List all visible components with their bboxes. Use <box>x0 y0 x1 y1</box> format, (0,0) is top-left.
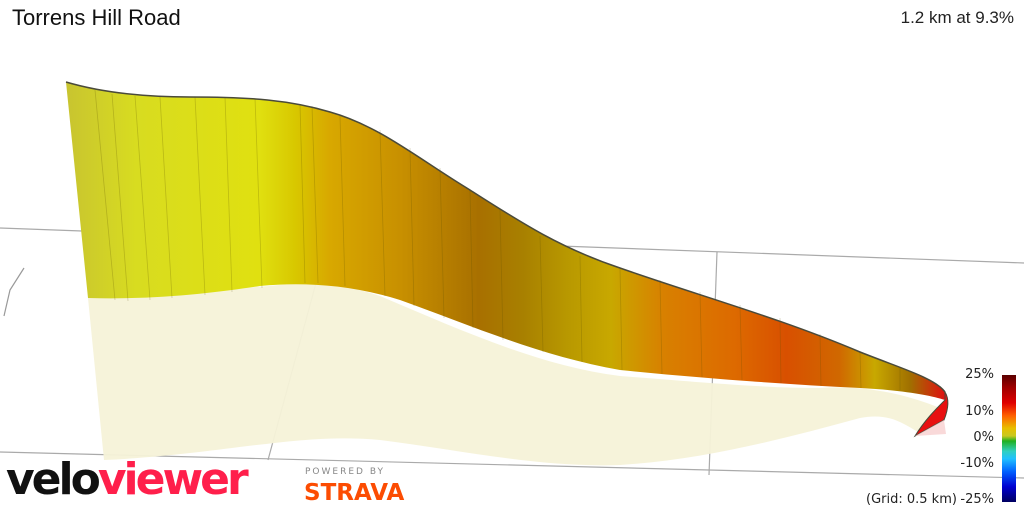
segment-title: Torrens Hill Road <box>12 5 181 30</box>
legend-label-minus10: -10% <box>960 456 994 471</box>
logo-velo-text: velo <box>6 454 101 505</box>
legend-label-0: 0% <box>973 430 994 445</box>
veloviewer-logo[interactable]: veloviewer <box>6 452 249 508</box>
legend-label-25: 25% <box>965 367 994 382</box>
gradient-profile-wall[interactable] <box>66 82 945 400</box>
grid-scale-note: (Grid: 0.5 km) <box>866 492 957 507</box>
legend-label-minus25: -25% <box>960 492 994 507</box>
gradient-color-scale <box>1002 375 1016 502</box>
segment-dividers <box>94 89 901 390</box>
profile-top-edge <box>65 81 946 393</box>
profile-floor-shadow <box>88 283 940 466</box>
segment-summary: 1.2 km at 9.3% <box>900 8 1014 27</box>
legend-label-10: 10% <box>965 404 994 419</box>
logo-viewer-text: viewer <box>97 454 249 505</box>
strava-logo[interactable]: STRAVA <box>304 480 405 506</box>
powered-by-label: POWERED BY <box>305 467 386 477</box>
